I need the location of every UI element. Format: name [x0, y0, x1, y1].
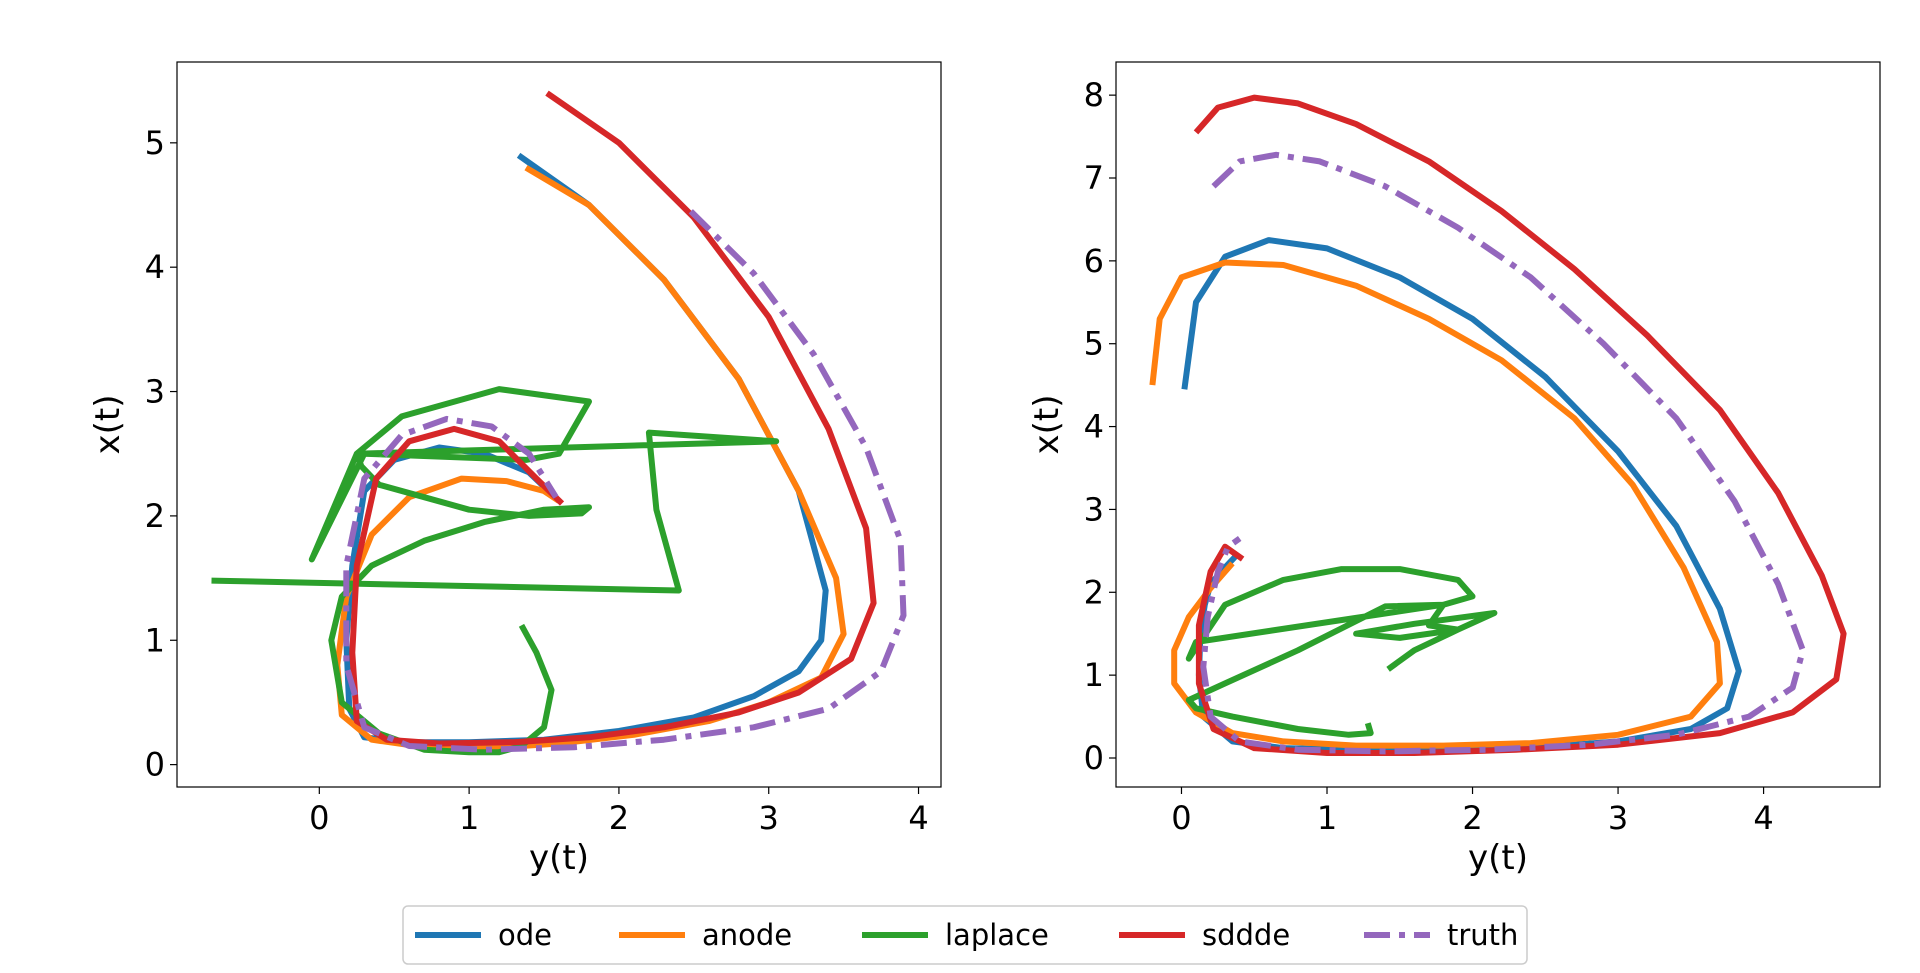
axes-frame [1115, 61, 1881, 788]
legend-label-anode: anode [702, 918, 792, 952]
x-tick-label: 4 [908, 799, 928, 837]
y-tick-label: 5 [1084, 325, 1104, 363]
y-tick-label: 0 [145, 746, 165, 784]
x-tick-label: 1 [459, 799, 479, 837]
series-line-truth [343, 209, 907, 753]
series-line-laplace [1185, 566, 1498, 738]
legend-label-sdde: sddde [1202, 918, 1290, 952]
axes-frame [176, 61, 942, 788]
x-axis-label: y(t) [1468, 838, 1528, 878]
y-tick-label: 6 [1084, 242, 1104, 280]
series-line-sdde [1193, 94, 1847, 756]
left-subplot: 0 1 2 3 4 0 1 2 3 4 5 y(t) x(t) [88, 61, 942, 878]
legend-box [402, 905, 1528, 965]
x-tick-label: 3 [1608, 799, 1628, 837]
x-tick-label: 4 [1753, 799, 1773, 837]
legend-label-truth: truth [1447, 918, 1518, 952]
series-line-laplace [211, 386, 780, 756]
y-tick-label: 4 [145, 248, 165, 286]
y-tick-label: 3 [145, 373, 165, 411]
right-subplot: 0 1 2 3 4 0 1 2 3 4 5 6 7 8 y(t) x(t) [1027, 61, 1881, 878]
x-axis-label: y(t) [529, 838, 589, 878]
series-line-truth [1200, 151, 1806, 755]
y-axis-label: x(t) [88, 395, 128, 455]
series-group [211, 90, 907, 756]
x-tick-label: 0 [1171, 799, 1191, 837]
y-tick-label: 2 [1084, 573, 1104, 611]
x-tick-label: 2 [609, 799, 629, 837]
y-tick-label: 4 [1084, 408, 1104, 446]
y-tick-label: 8 [1084, 76, 1104, 114]
y-tick-label: 1 [1084, 656, 1104, 694]
legend-label-ode: ode [498, 918, 552, 952]
x-tick-label: 3 [759, 799, 779, 837]
legend-label-laplace: laplace [945, 918, 1049, 952]
y-tick-label: 2 [145, 497, 165, 535]
y-tick-label: 5 [145, 124, 165, 162]
series-group [1149, 94, 1847, 756]
x-tick-label: 2 [1462, 799, 1482, 837]
x-tick-label: 0 [309, 799, 329, 837]
series-line-ode [1181, 237, 1742, 753]
legend: ode anode laplace sddde truth [402, 905, 1528, 965]
series-line-anode [1149, 259, 1723, 749]
y-axis-label: x(t) [1027, 395, 1067, 455]
x-tick-label: 1 [1317, 799, 1337, 837]
y-tick-label: 3 [1084, 490, 1104, 528]
y-tick-label: 0 [1084, 739, 1104, 777]
series-line-sdde [349, 90, 877, 747]
y-tick-label: 1 [145, 621, 165, 659]
y-tick-label: 7 [1084, 159, 1104, 197]
